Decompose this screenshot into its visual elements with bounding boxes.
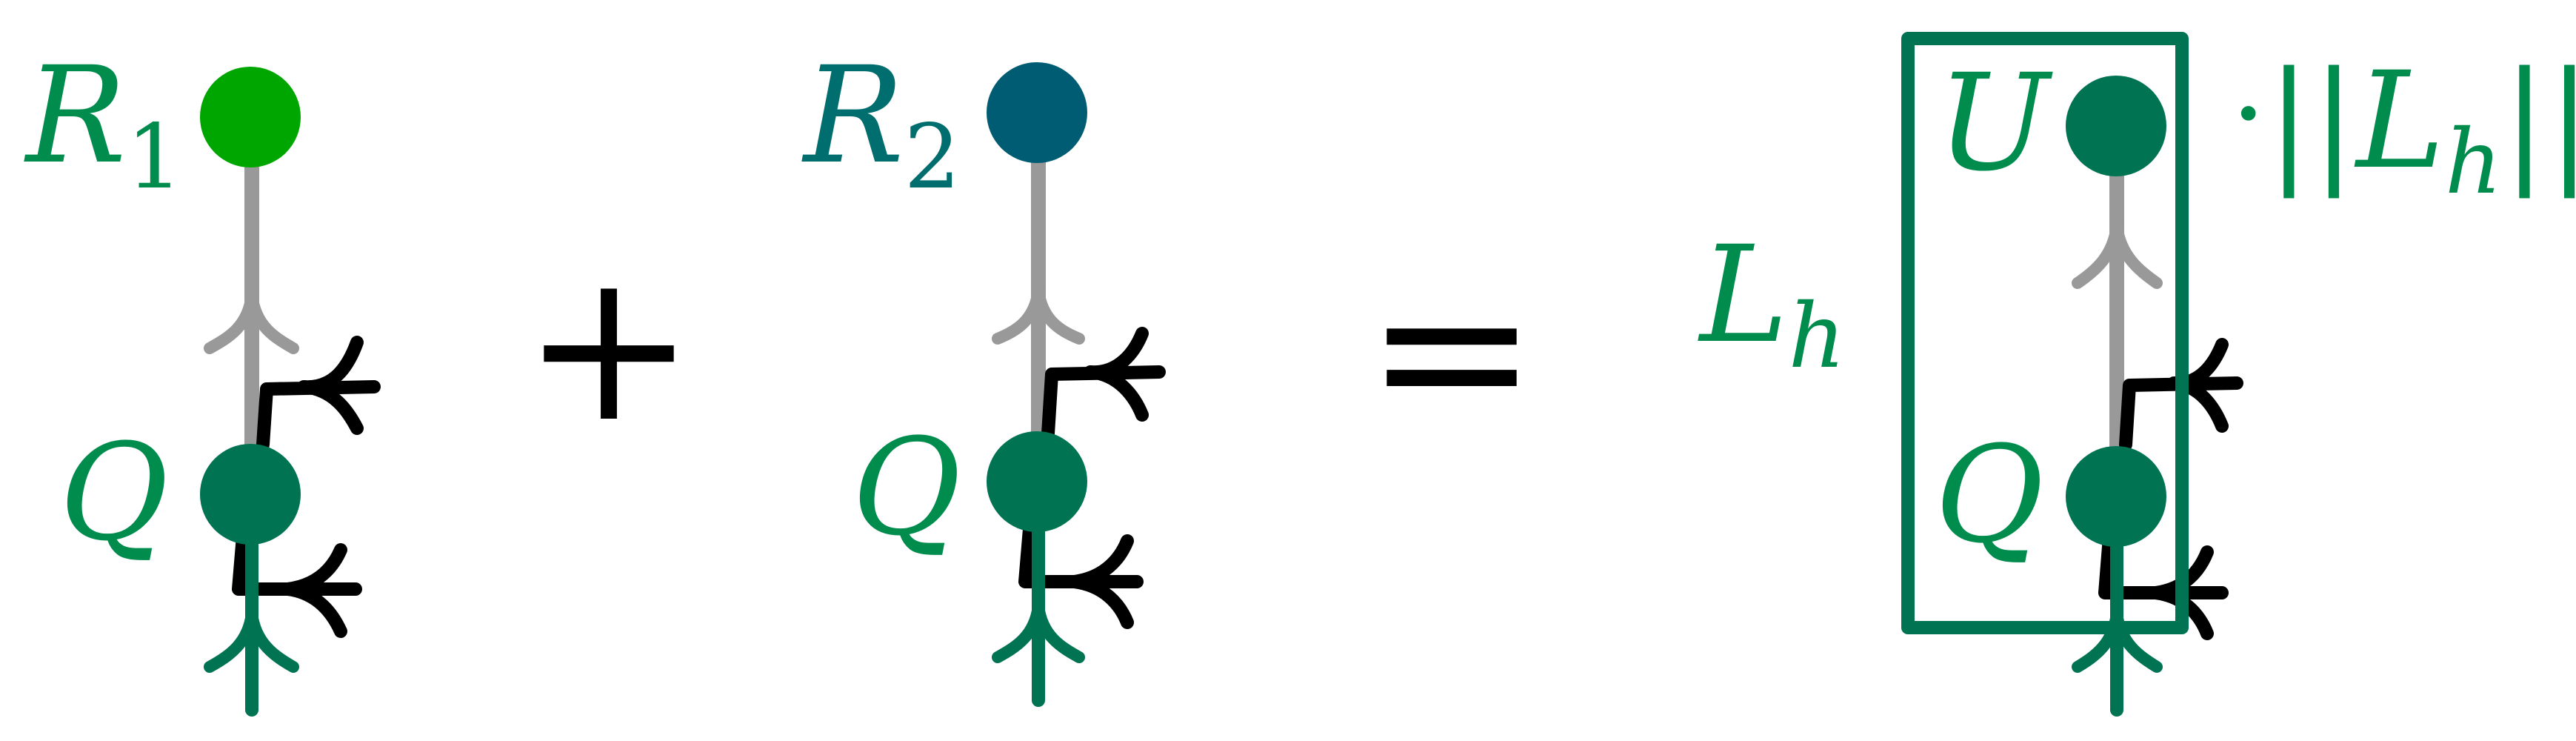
grey-arrow-fork xyxy=(2072,220,2163,289)
lh-label: Lh xyxy=(1698,218,1846,388)
black-wire-upper xyxy=(1041,327,1166,440)
r2-label: R2 xyxy=(801,39,961,209)
q-right-label: Q xyxy=(1935,418,2044,573)
black-wire-upper xyxy=(256,336,381,451)
u-label: U xyxy=(1937,46,2053,201)
dot-operator: · xyxy=(2231,50,2266,179)
grey-arrow-fork xyxy=(992,285,1085,345)
lh-box xyxy=(1901,32,2189,634)
rhs-term: Lh U Q · ||Lh|| xyxy=(1698,32,2576,717)
q-node-mid xyxy=(987,431,1087,532)
r2-node xyxy=(987,62,1087,163)
q-arrow-fork xyxy=(992,600,1085,663)
equals-operator: = xyxy=(1365,230,1539,472)
q-left-label: Q xyxy=(59,416,169,571)
q-node-right xyxy=(2066,446,2166,547)
grey-arrow-fork xyxy=(204,289,299,354)
term-r2: R2 Q xyxy=(801,39,1166,707)
q-arrow-fork xyxy=(204,608,299,673)
plus-operator: + xyxy=(522,227,696,468)
q-node-left xyxy=(200,444,301,545)
r1-node xyxy=(200,67,301,167)
term-r1: R1 Q xyxy=(24,39,381,717)
black-wire-lower xyxy=(1018,505,1144,629)
norm-expression: ||Lh|| xyxy=(2266,44,2576,214)
q-mid-label: Q xyxy=(852,411,961,565)
r1-label: R1 xyxy=(24,39,183,209)
u-node xyxy=(2066,76,2166,176)
